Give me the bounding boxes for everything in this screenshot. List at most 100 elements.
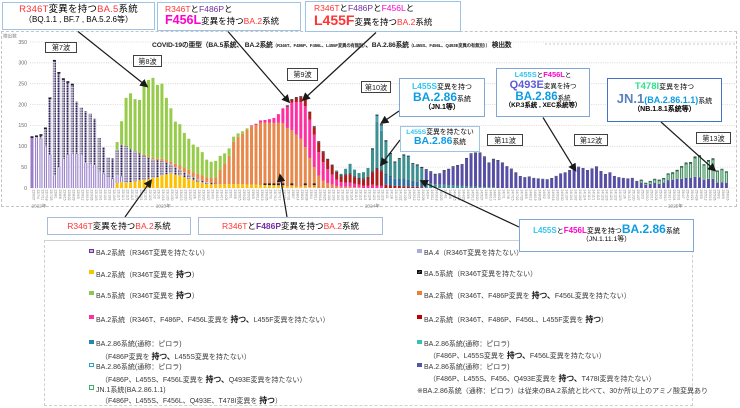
svg-text:24/10/7: 24/10/7 bbox=[564, 190, 568, 201]
svg-text:24/3/25: 24/3/25 bbox=[439, 190, 443, 201]
svg-text:23/7/17: 23/7/17 bbox=[278, 190, 282, 201]
svg-text:25/2/10: 25/2/10 bbox=[645, 190, 649, 201]
svg-text:24/9/9: 24/9/9 bbox=[547, 190, 551, 199]
svg-text:25/2/17: 25/2/17 bbox=[650, 190, 654, 201]
svg-text:24/5/6: 24/5/6 bbox=[466, 190, 470, 199]
svg-text:22/10/2: 22/10/2 bbox=[107, 190, 111, 201]
svg-text:25/5/5: 25/5/5 bbox=[699, 190, 703, 199]
svg-text:100: 100 bbox=[18, 144, 27, 150]
svg-text:23/12/1: 23/12/1 bbox=[376, 190, 380, 201]
svg-text:22/7/25: 22/7/25 bbox=[49, 190, 53, 201]
svg-text:23/2/6: 23/2/6 bbox=[175, 190, 179, 199]
svg-text:23/11/1: 23/11/1 bbox=[354, 190, 358, 201]
svg-text:23/10/3: 23/10/3 bbox=[345, 190, 349, 201]
svg-text:23/11/6: 23/11/6 bbox=[349, 190, 353, 201]
svg-text:22/12/2: 22/12/2 bbox=[148, 190, 152, 201]
svg-text:24/12/3: 24/12/3 bbox=[618, 190, 622, 201]
svg-text:22/10/3: 22/10/3 bbox=[94, 190, 98, 201]
svg-text:24/12/2: 24/12/2 bbox=[600, 190, 604, 201]
svg-text:25/1/13: 25/1/13 bbox=[627, 190, 631, 201]
svg-text:24/7/22: 24/7/22 bbox=[515, 190, 519, 201]
svg-text:24/4/15: 24/4/15 bbox=[452, 190, 456, 201]
svg-text:24/7/1: 24/7/1 bbox=[502, 190, 506, 199]
svg-text:23/6/19: 23/6/19 bbox=[260, 190, 264, 201]
svg-text:24/11/1: 24/11/1 bbox=[591, 190, 595, 201]
svg-text:24/6/24: 24/6/24 bbox=[497, 190, 501, 201]
svg-text:23/4/3: 23/4/3 bbox=[211, 190, 215, 199]
svg-text:22/11/7: 22/11/7 bbox=[116, 190, 120, 201]
svg-text:22/12/1: 22/12/1 bbox=[143, 190, 147, 201]
svg-text:23/9/11: 23/9/11 bbox=[314, 190, 318, 201]
svg-text:23/3/27: 23/3/27 bbox=[206, 190, 210, 201]
svg-text:25/3/17: 25/3/17 bbox=[667, 190, 671, 201]
svg-text:23/6/26: 23/6/26 bbox=[264, 190, 268, 201]
svg-text:24/8/12: 24/8/12 bbox=[529, 190, 533, 201]
svg-text:23/4/17: 23/4/17 bbox=[219, 190, 223, 201]
svg-text:22/9/19: 22/9/19 bbox=[85, 190, 89, 201]
svg-text:24/3/4: 24/3/4 bbox=[426, 190, 430, 199]
svg-text:23/3/6: 23/3/6 bbox=[193, 190, 197, 199]
svg-text:2024年: 2024年 bbox=[365, 203, 380, 210]
svg-text:23/12/2: 23/12/2 bbox=[381, 190, 385, 201]
svg-text:24/3/11: 24/3/11 bbox=[430, 190, 434, 201]
svg-text:23/1/9: 23/1/9 bbox=[157, 190, 161, 199]
svg-text:23/6/12: 23/6/12 bbox=[255, 190, 259, 201]
svg-text:24/2/26: 24/2/26 bbox=[421, 190, 425, 201]
svg-text:23/7/31: 23/7/31 bbox=[287, 190, 291, 201]
svg-text:24/8/26: 24/8/26 bbox=[538, 190, 542, 201]
svg-text:22/10/1: 22/10/1 bbox=[103, 190, 107, 201]
svg-text:24/4/22: 24/4/22 bbox=[457, 190, 461, 201]
svg-text:24/1/15: 24/1/15 bbox=[394, 190, 398, 201]
svg-text:24/2/19: 24/2/19 bbox=[417, 190, 421, 201]
svg-text:24/4/29: 24/4/29 bbox=[461, 190, 465, 201]
svg-text:24/9/30: 24/9/30 bbox=[560, 190, 564, 201]
svg-text:検出数: 検出数 bbox=[3, 33, 17, 40]
svg-text:23/11/2: 23/11/2 bbox=[358, 190, 362, 201]
svg-text:23/3/13: 23/3/13 bbox=[197, 190, 201, 201]
svg-text:25/3/3: 25/3/3 bbox=[659, 190, 663, 199]
svg-text:22/11/2: 22/11/2 bbox=[130, 190, 134, 201]
svg-text:23/4/10: 23/4/10 bbox=[215, 190, 219, 201]
svg-text:24/7/15: 24/7/15 bbox=[511, 190, 515, 201]
svg-text:2023年: 2023年 bbox=[156, 203, 171, 210]
svg-text:25/4/28: 25/4/28 bbox=[694, 190, 698, 201]
svg-text:24/11/4: 24/11/4 bbox=[582, 190, 586, 201]
svg-text:23/2/27: 23/2/27 bbox=[188, 190, 192, 201]
svg-text:23/8/7: 23/8/7 bbox=[291, 190, 295, 199]
svg-text:23/8/28: 23/8/28 bbox=[305, 190, 309, 201]
svg-text:50: 50 bbox=[21, 165, 27, 171]
svg-text:23/7/3: 23/7/3 bbox=[269, 190, 273, 199]
svg-text:22/7/18: 22/7/18 bbox=[45, 190, 49, 201]
svg-text:25/6/2: 25/6/2 bbox=[717, 190, 721, 199]
svg-text:24/11/1: 24/11/1 bbox=[587, 190, 591, 201]
svg-text:22/9/5: 22/9/5 bbox=[76, 190, 80, 199]
svg-text:22/8/1: 22/8/1 bbox=[54, 190, 58, 199]
svg-text:250: 250 bbox=[18, 82, 27, 88]
svg-text:2022年: 2022年 bbox=[32, 203, 47, 210]
svg-text:22/10/1: 22/10/1 bbox=[99, 190, 103, 201]
svg-text:22/9/26: 22/9/26 bbox=[90, 190, 94, 201]
svg-text:25/3/24: 25/3/24 bbox=[672, 190, 676, 201]
svg-text:25/4/7: 25/4/7 bbox=[681, 190, 685, 199]
svg-text:25/5/12: 25/5/12 bbox=[703, 190, 707, 201]
svg-text:23/4/24: 23/4/24 bbox=[224, 190, 228, 201]
svg-text:22/8/22: 22/8/22 bbox=[67, 190, 71, 201]
svg-text:25/1/27: 25/1/27 bbox=[636, 190, 640, 201]
svg-text:23/6/5: 23/6/5 bbox=[251, 190, 255, 199]
svg-text:23/1/30: 23/1/30 bbox=[170, 190, 174, 201]
svg-text:23/10/2: 23/10/2 bbox=[327, 190, 331, 201]
svg-text:150: 150 bbox=[18, 123, 27, 129]
svg-text:22/6/27: 22/6/27 bbox=[31, 190, 35, 201]
svg-text:0: 0 bbox=[24, 186, 27, 192]
svg-text:23/10/9: 23/10/9 bbox=[331, 190, 335, 201]
svg-text:25/6/9: 25/6/9 bbox=[721, 190, 725, 199]
svg-text:24/10/1: 24/10/1 bbox=[569, 190, 573, 201]
svg-text:22/11/1: 22/11/1 bbox=[121, 190, 125, 201]
svg-text:24/4/1: 24/4/1 bbox=[443, 190, 447, 199]
svg-text:23/5/8: 23/5/8 bbox=[233, 190, 237, 199]
svg-text:22/8/15: 22/8/15 bbox=[63, 190, 67, 201]
svg-text:22/7/4: 22/7/4 bbox=[36, 190, 40, 199]
svg-text:24/8/19: 24/8/19 bbox=[533, 190, 537, 201]
svg-text:23/7/24: 23/7/24 bbox=[282, 190, 286, 201]
svg-text:200: 200 bbox=[18, 102, 27, 108]
